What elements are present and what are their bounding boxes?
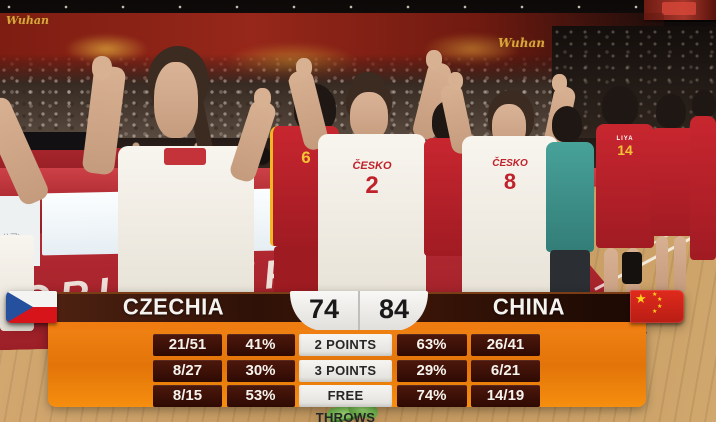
flag-star: ★ (652, 309, 658, 315)
stat-away-fraction: 14/19 (471, 385, 540, 407)
stat-home-fraction: 8/15 (153, 385, 222, 407)
stat-away-fraction: 26/41 (471, 334, 540, 356)
china-flag: ★ ★ ★ ★ ★ (630, 290, 684, 323)
flag-star: ★ (652, 292, 658, 298)
score-panel: 74 84 (290, 291, 428, 331)
stat-away-pct: 29% (396, 359, 467, 382)
jersey-name: LIYA (616, 136, 634, 142)
stat-away-pct: 74% (396, 385, 467, 407)
stat-home-fraction: 8/27 (153, 359, 222, 382)
stats-panel: 21/51 41% 2 POINTS 63% 26/41 8/27 30% 3 … (48, 330, 646, 422)
stat-away-fraction: 6/21 (471, 359, 540, 382)
jersey-number: 8 (503, 169, 517, 194)
hand (552, 74, 567, 92)
video-screen-content (662, 2, 696, 15)
jersey-wordmark: ČESKO (492, 158, 528, 169)
hair (602, 86, 638, 126)
stat-home-fraction: 21/51 (153, 334, 222, 356)
stat-label: FREE THROWS (299, 385, 392, 422)
stat-home-pct: 53% (226, 385, 295, 407)
torso: ČESKO 8 (462, 136, 558, 296)
stat-label: 3 POINTS (299, 359, 392, 382)
flag-triangle (6, 291, 33, 323)
away-score: 84 (378, 294, 410, 324)
leg (656, 236, 668, 294)
hair (656, 94, 686, 128)
stats-grid: 21/51 41% 2 POINTS 63% 26/41 8/27 30% 3 … (153, 334, 540, 422)
jersey-wordmark: ČESKO (352, 160, 392, 172)
hand (426, 50, 442, 69)
jersey-trim (164, 148, 206, 165)
score-divider (358, 291, 360, 331)
hand (296, 58, 312, 77)
home-team-name: CZECHIA (122, 293, 225, 320)
knee-brace (622, 252, 642, 284)
czech-flag (6, 291, 57, 323)
flag-star: ★ (657, 304, 663, 310)
flag-star: ★ (635, 291, 647, 306)
head (350, 92, 388, 140)
flag-star: ★ (657, 297, 663, 303)
jersey-number: 6 (301, 148, 311, 167)
banner-brand-text: Wuhan (498, 36, 545, 50)
away-team-name: CHINA (492, 293, 566, 320)
torso (546, 142, 594, 252)
stat-label: 2 POINTS (299, 334, 392, 356)
head (154, 62, 198, 138)
leg (674, 236, 686, 294)
home-score: 74 (308, 294, 340, 324)
torso: ČESKO 2 (318, 134, 426, 296)
torso (690, 116, 716, 260)
hand (254, 88, 271, 108)
stat-away-pct: 63% (396, 334, 467, 356)
jersey-number: 2 (365, 172, 379, 199)
hand (448, 72, 463, 90)
hair (552, 106, 582, 142)
torso: LIYA 14 (596, 124, 654, 248)
hair (692, 90, 716, 118)
banner-brand-text: Wuhan (6, 14, 50, 27)
hand (92, 56, 112, 80)
jersey-number: 14 (617, 142, 633, 158)
stat-home-pct: 30% (226, 359, 295, 382)
stat-home-pct: 41% (226, 334, 295, 356)
